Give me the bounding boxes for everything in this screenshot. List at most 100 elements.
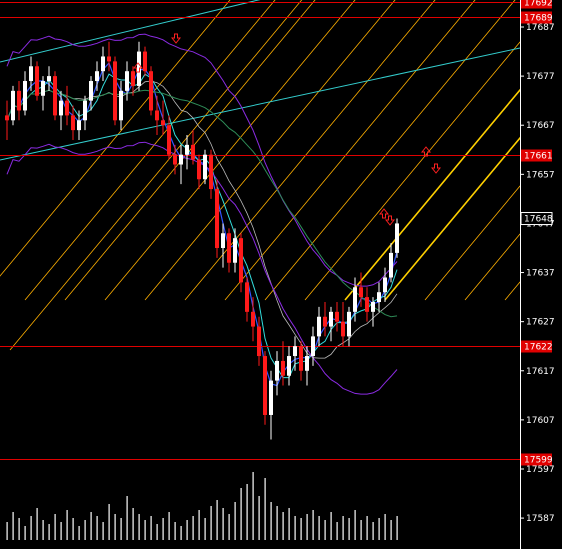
ma-mid (6, 73, 398, 379)
down-arrow-icon (384, 215, 396, 226)
volume-bar (228, 514, 230, 540)
candle-body (209, 154, 213, 190)
indicator-lines (0, 0, 520, 395)
fan-line (464, 233, 520, 301)
volume-bar (186, 520, 188, 540)
candle-body (191, 144, 195, 160)
volume-bar (330, 512, 332, 540)
candle-body (83, 100, 87, 121)
candle-body (377, 292, 381, 303)
volume-bar (342, 516, 344, 540)
candle-body (365, 297, 369, 312)
candle-body (125, 71, 129, 91)
candle-body (113, 61, 117, 121)
candle-body (53, 76, 57, 116)
volume-bar (366, 516, 368, 540)
axis-tick-label: 17607 (526, 416, 555, 426)
candle-body (215, 189, 219, 248)
candle-body (65, 100, 69, 116)
volume-bar (36, 508, 38, 540)
volume-bar (156, 524, 158, 540)
level-tag-label: 17622 (524, 343, 553, 353)
candle-body (323, 316, 327, 327)
candle-body (263, 356, 267, 415)
volume-bar (198, 510, 200, 540)
candle-body (353, 287, 357, 312)
fan-line (424, 185, 520, 301)
candle-body (197, 159, 201, 180)
candle-body (239, 238, 243, 283)
volume-bar (270, 502, 272, 540)
volume-bar (294, 516, 296, 540)
volume-bar (396, 516, 398, 540)
level-tag-label: 17689 (524, 14, 553, 24)
volume-bar (108, 504, 110, 540)
volume-bar (276, 506, 278, 540)
candle-body (143, 51, 147, 72)
candle-body (89, 81, 93, 101)
candle-body (59, 100, 63, 116)
band-lower (6, 141, 398, 395)
candle-body (311, 336, 315, 357)
volume-bar (90, 512, 92, 540)
level-lines (0, 2, 520, 460)
volume-bars (6, 472, 398, 540)
candle-body (167, 125, 171, 155)
ma-long (6, 89, 398, 318)
candle-body (17, 90, 21, 111)
channel-line (0, 47, 520, 161)
volume-bar (42, 520, 44, 540)
candle-body (329, 311, 333, 327)
up-arrow-icon (378, 208, 390, 219)
axis-tick-label: 17597 (526, 465, 555, 475)
volume-bar (54, 514, 56, 540)
volume-bar (114, 514, 116, 540)
volume-bar (18, 518, 20, 540)
candle-body (389, 252, 393, 278)
volume-bar (72, 518, 74, 540)
volume-bar (354, 510, 356, 540)
volume-bar (60, 522, 62, 540)
fan-line (104, 0, 356, 301)
fan-line (144, 0, 396, 301)
current-price-tag (520, 212, 553, 226)
volume-bar (24, 526, 26, 540)
candle-body (245, 282, 249, 312)
candle-body (335, 311, 339, 322)
candle-body (371, 302, 375, 312)
candle-body (77, 120, 81, 131)
price-labels: 17692 17689 17661 17622 17599 17648 (520, 0, 553, 466)
candle-body (203, 154, 207, 180)
volume-bar (264, 478, 266, 540)
candle-body (317, 316, 321, 337)
candle-body (179, 154, 183, 165)
candle-body (185, 144, 189, 155)
fan-line (9, 0, 303, 351)
down-arrow-icon (170, 33, 182, 44)
axis-tick-label: 17637 (526, 269, 555, 279)
volume-bar (384, 514, 386, 540)
fan-lines (0, 0, 520, 351)
candle-body (149, 71, 153, 111)
candle-body (221, 233, 225, 248)
volume-bar (96, 516, 98, 540)
candle-body (119, 90, 123, 121)
candle-body (35, 66, 39, 96)
candle-body (341, 321, 345, 337)
volume-bar (6, 522, 8, 540)
axis-tick-label: 17677 (526, 72, 555, 82)
volume-bar (84, 520, 86, 540)
candle-body (305, 356, 309, 371)
axis-tick-label: 17657 (526, 170, 555, 180)
candle-body (281, 360, 285, 376)
candle-body (233, 238, 237, 263)
fan-line (304, 41, 520, 301)
up-arrow-icon (132, 62, 144, 73)
candle-body (71, 115, 75, 131)
candle-body (359, 287, 363, 298)
volume-bar (348, 518, 350, 540)
volume-bar (306, 514, 308, 540)
volume-bar (240, 488, 242, 540)
candle-body (47, 76, 51, 82)
